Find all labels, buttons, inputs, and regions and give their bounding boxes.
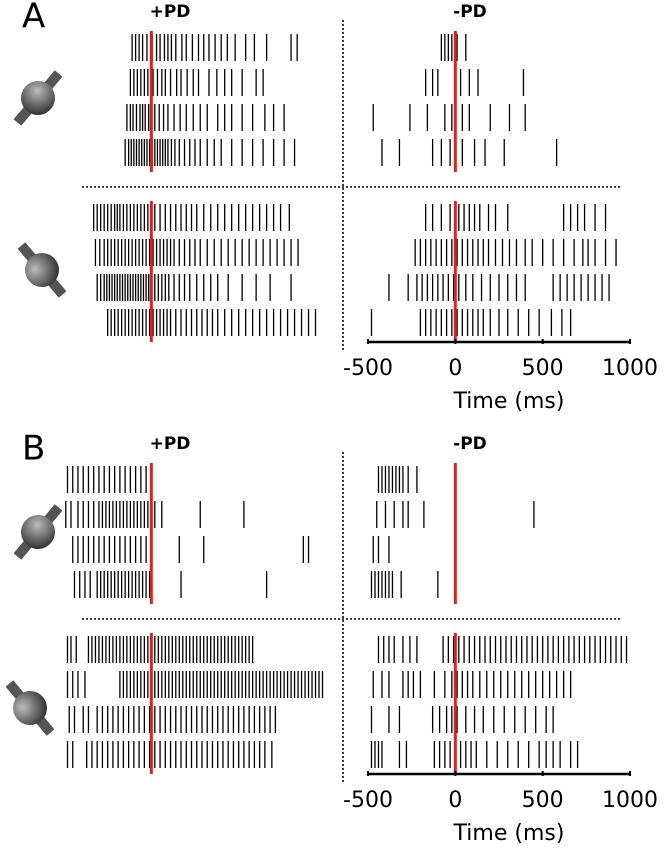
x-tick-label: 1000: [602, 788, 658, 813]
x-tick-label: 500: [522, 788, 564, 813]
x-tick-label: 0: [448, 356, 462, 381]
x-tick-label: 0: [448, 788, 462, 813]
neuron-icon: [4, 62, 72, 134]
x-tick-label: -500: [343, 356, 393, 381]
neuron-icon: [4, 496, 72, 568]
column-title: +PD: [150, 2, 191, 22]
column-title: -PD: [453, 434, 487, 454]
x-tick-label: 1000: [602, 356, 658, 381]
neuron-icon: [0, 672, 64, 744]
neuron-icon: [8, 234, 76, 306]
column-title: +PD: [150, 434, 191, 454]
panel-label: B: [22, 429, 45, 469]
x-axis-label: Time (ms): [453, 821, 565, 846]
x-tick-label: 500: [522, 356, 564, 381]
panel-label: A: [22, 0, 45, 37]
x-tick-label: -500: [343, 788, 393, 813]
x-axis-label: Time (ms): [453, 389, 565, 414]
column-title: -PD: [453, 2, 487, 22]
